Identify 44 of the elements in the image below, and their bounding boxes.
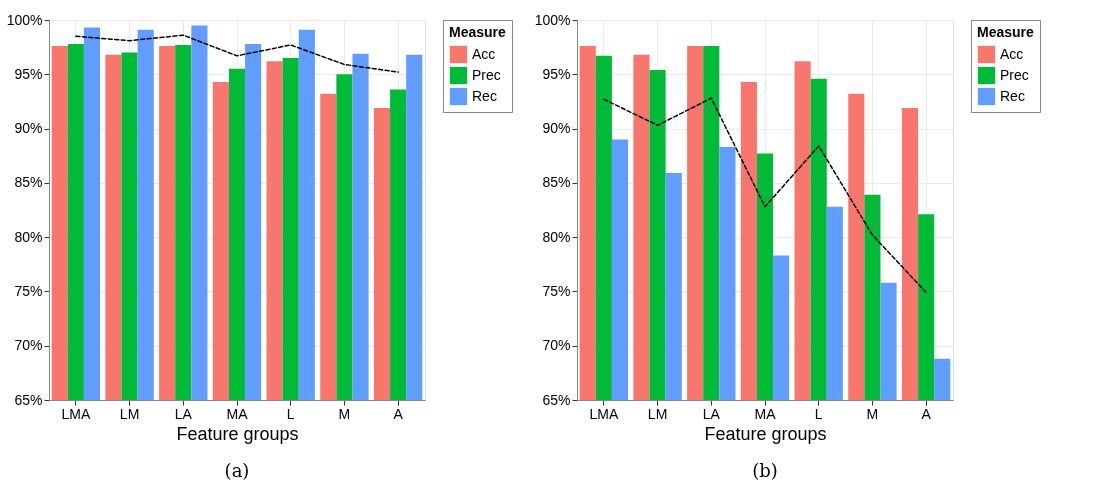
x-tick-label: MA — [754, 405, 777, 422]
x-tick-label: M — [866, 405, 879, 422]
legend-label: Rec — [472, 87, 497, 104]
x-tick-label: LMA — [589, 405, 619, 422]
y-tick-label: 65% — [14, 391, 43, 408]
x-tick-label: MA — [226, 405, 249, 422]
y-tick-label: 75% — [14, 282, 43, 299]
x-tick-label: LM — [119, 405, 140, 422]
x-tick-label: LA — [174, 405, 193, 422]
legend-label: Acc — [472, 45, 496, 62]
y-tick-label: 80% — [14, 228, 43, 245]
y-tick-label: 80% — [542, 228, 571, 245]
legend-label: Prec — [1000, 66, 1029, 83]
y-tick-label: 100% — [6, 11, 43, 28]
legend-title: Measure — [977, 24, 1035, 40]
x-axis-title: Feature groups — [176, 423, 299, 444]
y-tick-label: 70% — [14, 337, 43, 354]
legend-title: Measure — [449, 24, 507, 40]
line-series — [75, 34, 399, 73]
y-tick-label: 85% — [14, 174, 43, 191]
y-tick-label: 65% — [542, 391, 571, 408]
y-tick-label: 75% — [542, 282, 571, 299]
legend-label: Rec — [1000, 87, 1025, 104]
x-tick-label: A — [921, 405, 932, 422]
y-tick-label: 70% — [542, 337, 571, 354]
y-tick-label: 85% — [542, 174, 571, 191]
x-tick-label: LA — [702, 405, 721, 422]
text: (b) — [752, 460, 778, 481]
y-tick-label: 90% — [542, 120, 571, 137]
x-tick-label: A — [393, 405, 404, 422]
x-tick-label: L — [286, 405, 295, 422]
y-tick-label: 95% — [14, 65, 43, 82]
x-tick-label: M — [338, 405, 351, 422]
legend-label: Acc — [1000, 45, 1024, 62]
x-tick-label: LMA — [61, 405, 91, 422]
y-tick-label: 100% — [534, 11, 571, 28]
y-tick-label: 90% — [14, 120, 43, 137]
legend-label: Prec — [472, 66, 501, 83]
x-axis-title: Feature groups — [704, 423, 827, 444]
x-tick-label: L — [814, 405, 823, 422]
text: (a) — [224, 460, 250, 481]
line-series — [603, 97, 927, 294]
x-tick-label: LM — [647, 405, 668, 422]
y-tick-label: 95% — [542, 65, 571, 82]
